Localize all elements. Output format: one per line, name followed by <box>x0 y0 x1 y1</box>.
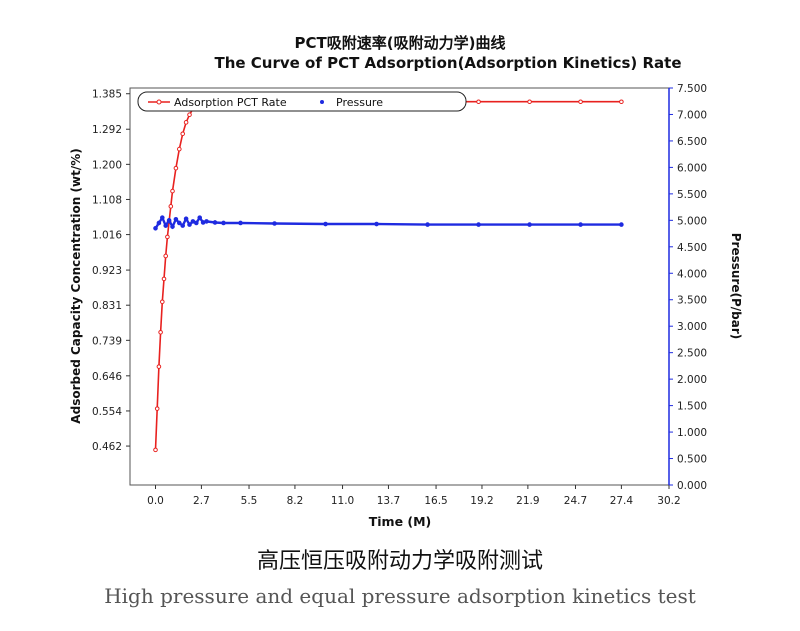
pressure-point <box>212 220 218 225</box>
plot-area <box>129 87 670 486</box>
legend-box <box>137 91 467 112</box>
x-tick-label: 21.9 <box>516 495 539 507</box>
adsorption-rate-point <box>156 364 162 369</box>
x-tick-label: 2.7 <box>193 495 210 507</box>
adsorption-rate-point <box>160 299 165 305</box>
legend: Adsorption PCT Rate Pressure <box>137 91 467 112</box>
y-tick-label: 0.739 <box>92 335 122 347</box>
chart-title: PCT吸附速率(吸附动力学)曲线 <box>295 34 506 52</box>
y2-tick-label: 1.500 <box>677 401 707 413</box>
adsorption-rate-point <box>170 188 175 194</box>
y-axis-label: Adsorbed Capacity Concentration (wt/%) <box>69 148 83 423</box>
pressure-point <box>177 220 182 226</box>
x-tick-label: 8.2 <box>287 495 304 507</box>
x-tick-label: 13.7 <box>377 495 400 507</box>
pressure-point <box>197 215 203 220</box>
y2-tick-label: 1.000 <box>677 427 707 439</box>
pressure-point <box>156 220 162 226</box>
x-tick-label: 0.0 <box>147 495 164 507</box>
y2-tick-label: 0.500 <box>677 454 707 466</box>
legend-pressure-marker <box>320 100 324 104</box>
y-tick-label: 1.200 <box>92 159 122 171</box>
y2-tick-label: 6.000 <box>677 162 707 174</box>
pressure-point <box>619 222 624 227</box>
y2-tick-label: 4.000 <box>677 268 707 280</box>
pressure-point <box>180 223 186 228</box>
y2-tick-label: 2.500 <box>677 348 707 360</box>
pressure-point <box>166 218 172 223</box>
pressure-point <box>578 222 583 227</box>
pressure-point <box>272 221 277 226</box>
y2-tick-label: 3.000 <box>677 321 707 333</box>
adsorption-rate-point <box>158 330 163 335</box>
y-tick-label: 0.831 <box>92 300 122 312</box>
x-tick-label: 5.5 <box>241 495 258 507</box>
adsorption-rate-point <box>161 276 167 282</box>
adsorption-rate-point <box>153 447 158 453</box>
pressure-point <box>160 215 165 220</box>
pressure-point <box>187 222 192 227</box>
adsorption-rate-point <box>476 99 481 105</box>
pressure-point <box>238 220 243 226</box>
y2-tick-label: 3.500 <box>677 295 707 307</box>
y2-tick-label: 7.500 <box>677 83 707 95</box>
adsorption-rate-point <box>578 99 583 105</box>
adsorption-rate-point <box>163 253 169 259</box>
y-tick-label: 0.554 <box>92 406 122 418</box>
y2-tick-label: 2.000 <box>677 374 707 386</box>
pressure-point <box>204 219 209 224</box>
pressure-point <box>163 223 169 228</box>
pressure-point <box>527 222 532 227</box>
adsorption-rate-point <box>173 165 179 171</box>
x-tick-label: 27.4 <box>610 495 634 507</box>
y2-tick-label: 5.500 <box>677 189 707 201</box>
adsorption-rate-point <box>154 406 160 411</box>
y2-tick-label: 7.000 <box>677 109 707 121</box>
y2-tick-label: 6.500 <box>677 136 707 148</box>
adsorption-rate-point <box>180 131 186 137</box>
pressure-point <box>194 220 199 226</box>
adsorption-rate-point <box>165 234 170 240</box>
x-tick-label: 16.5 <box>424 495 447 507</box>
x-tick-label: 11.0 <box>331 495 354 507</box>
y2-tick-label: 4.500 <box>677 242 707 254</box>
y2-axis-label: Pressure(P/bar) <box>729 233 743 340</box>
pressure-point <box>476 222 481 227</box>
y-tick-label: 0.462 <box>92 441 122 453</box>
adsorption-rate-point <box>168 204 174 209</box>
pressure-point <box>170 224 175 229</box>
y-tick-label: 1.108 <box>92 194 122 206</box>
pressure-point <box>173 216 179 222</box>
x-tick-label: 30.2 <box>657 495 680 507</box>
caption-english: High pressure and equal pressure adsorpt… <box>104 584 696 608</box>
pressure-point <box>323 221 328 227</box>
legend-rate-marker <box>156 99 162 105</box>
legend-rate-label: Adsorption PCT Rate <box>174 96 287 109</box>
x-tick-label: 24.7 <box>564 495 587 507</box>
y2-tick-label: 5.000 <box>677 215 707 227</box>
pressure-point <box>221 220 226 226</box>
caption-chinese: 高压恒压吸附动力学吸附测试 <box>256 549 543 574</box>
adsorption-rate-point <box>527 99 532 105</box>
pressure-point <box>153 225 158 231</box>
y-tick-label: 0.646 <box>92 371 122 383</box>
adsorption-rate-point <box>619 99 624 105</box>
chart-subtitle: The Curve of PCT Adsorption(Adsorption K… <box>214 54 681 72</box>
pressure-point <box>425 222 430 227</box>
y-tick-label: 0.923 <box>92 265 122 277</box>
kinetics-chart: PCT吸附速率(吸附动力学)曲线 The Curve of PCT Adsorp… <box>69 34 743 529</box>
legend-pressure-label: Pressure <box>336 96 383 109</box>
x-tick-label: 19.2 <box>470 495 493 507</box>
adsorption-rate-point <box>183 120 189 125</box>
adsorption-rate-point <box>177 146 182 152</box>
pressure-point <box>183 216 189 222</box>
pressure-point <box>374 221 379 227</box>
y2-tick-label: 0.000 <box>677 480 707 492</box>
adsorption-rate-point <box>187 112 192 118</box>
y-tick-label: 1.385 <box>92 89 122 101</box>
x-axis-label: Time (M) <box>369 514 432 529</box>
y-tick-label: 1.292 <box>92 124 122 136</box>
y-tick-label: 1.016 <box>92 230 122 242</box>
